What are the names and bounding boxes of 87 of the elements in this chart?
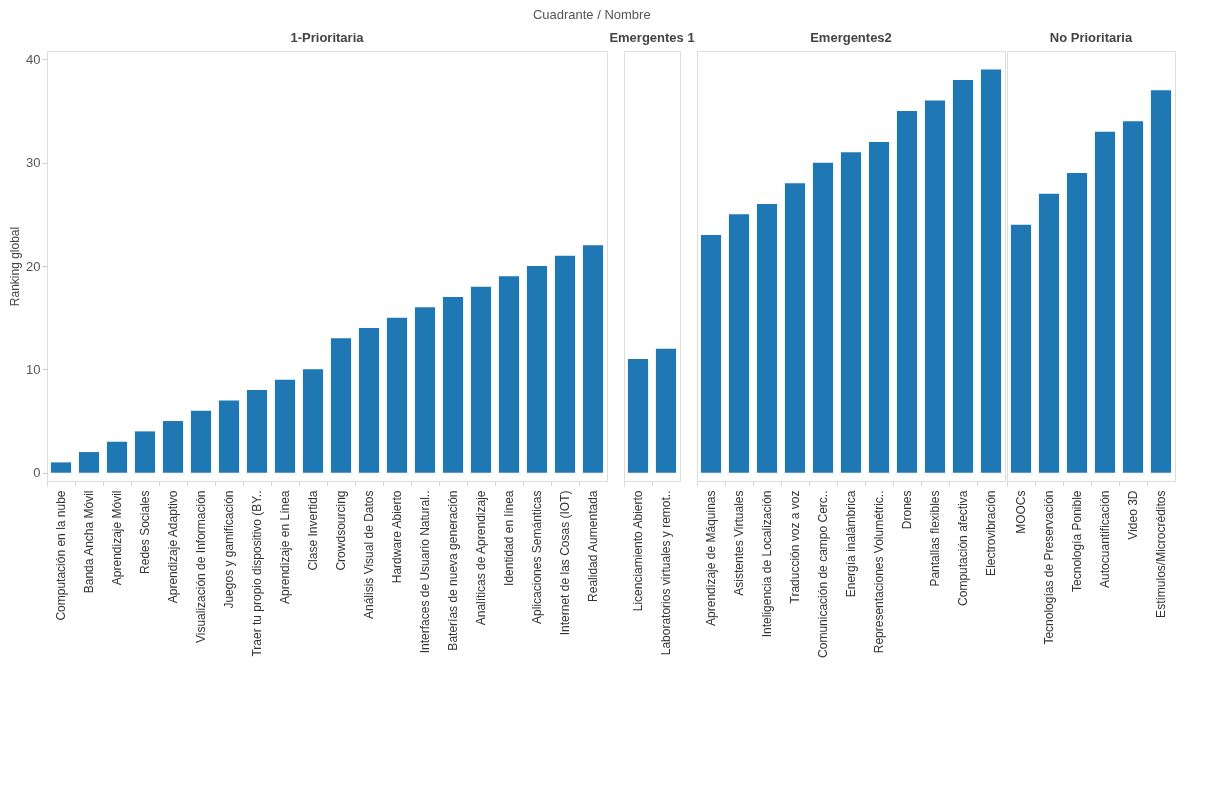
- bar: [498, 276, 520, 473]
- x-tick-label: Laboratorios virtuales y remot..: [659, 490, 673, 656]
- bar: [274, 379, 296, 473]
- bar: [1010, 224, 1032, 473]
- bar: [868, 141, 890, 473]
- bar: [1038, 193, 1060, 473]
- x-tick-label: Análisis Visual de Datos: [362, 490, 376, 620]
- x-tick-label: Drones: [900, 490, 914, 530]
- y-tick-label: 10: [26, 361, 41, 377]
- bar: [162, 421, 184, 473]
- x-tick-label: Energía inalámbrica: [844, 490, 858, 598]
- bar: [1094, 131, 1116, 473]
- bar: [246, 390, 268, 473]
- bar: [980, 69, 1002, 473]
- x-tick-label: Clase Invertida: [306, 490, 320, 571]
- bar: [700, 234, 722, 473]
- chart-title: Emergentes 1: [609, 30, 695, 45]
- x-tick-label: Autocuantificación: [1098, 490, 1112, 588]
- x-tick-label: Internet de las Cosas (IOT): [558, 490, 572, 636]
- x-tick-label: Traducción voz a voz: [788, 490, 802, 604]
- x-tick-label: Banda Ancha Móvil: [82, 490, 96, 594]
- x-tick-label: Aprendizaje de Máquinas: [704, 490, 718, 626]
- x-tick-label: Hardware Abierto: [390, 490, 404, 584]
- x-tick-label: Electrovibración: [984, 490, 998, 576]
- bar: [924, 100, 946, 473]
- bar: [784, 183, 806, 473]
- y-tick-label: 20: [26, 258, 41, 274]
- bar: [1150, 90, 1172, 473]
- x-tick-label: Pantallas flexibles: [928, 490, 942, 587]
- x-tick-label: Tecnología Ponible: [1070, 490, 1084, 592]
- x-tick-label: Licenciamiento Abierto: [631, 490, 645, 612]
- x-tick-label: Identidad en línea: [502, 490, 516, 586]
- bar: [896, 110, 918, 473]
- chart-title: No Prioritaria: [1049, 30, 1133, 45]
- x-tick-label: Estímulos/Microcréditos: [1154, 490, 1168, 618]
- x-tick-label: Aprendizaje en Línea: [278, 490, 292, 604]
- x-tick-label: Interfaces de Usuario Natural..: [418, 490, 432, 654]
- x-tick-label: Asistentes Virtuales: [732, 490, 746, 596]
- x-tick-label: Baterías de nueva generación: [446, 490, 460, 651]
- bar: [812, 162, 834, 473]
- y-tick-label: 0: [33, 465, 41, 481]
- x-tick-label: MOOCs: [1014, 490, 1028, 534]
- bar: [302, 369, 324, 473]
- x-tick-label: Redes Sociales: [138, 490, 152, 574]
- x-tick-label: Computación afectiva: [956, 490, 970, 606]
- bar: [1122, 121, 1144, 473]
- bar: [582, 245, 604, 473]
- bar: [50, 462, 72, 473]
- bar: [106, 441, 128, 473]
- bar: [330, 338, 352, 473]
- x-tick-label: Analíticas de Aprendizaje: [474, 490, 488, 626]
- bar: [386, 317, 408, 473]
- x-tick-label: Comunicación de campo Cerc..: [816, 490, 830, 658]
- chart-title: Emergentes2: [810, 30, 892, 45]
- bar: [1066, 172, 1088, 473]
- y-tick-label: 30: [26, 155, 41, 171]
- bar: [218, 400, 240, 473]
- x-tick-label: Visualización de Información: [194, 490, 208, 644]
- y-tick-label: 40: [26, 51, 41, 67]
- y-axis-title: Ranking global: [8, 226, 23, 307]
- bar: [134, 431, 156, 473]
- bar: [358, 328, 380, 473]
- bar: [756, 203, 778, 473]
- x-tick-label: Realidad Aumentada: [586, 490, 600, 602]
- bar: [554, 255, 576, 473]
- bar: [728, 214, 750, 473]
- bar: [414, 307, 436, 473]
- x-tick-label: Juegos y gamificación: [222, 490, 236, 609]
- x-tick-label: Inteligencia de Localización: [760, 490, 774, 638]
- bar: [952, 79, 974, 473]
- x-tick-label: Aprendizaje Móvil: [110, 490, 124, 586]
- x-tick-label: Video 3D: [1126, 490, 1140, 540]
- chart-title: 1-Prioritaria: [290, 30, 365, 45]
- x-tick-label: Aplicaciones Semánticas: [530, 490, 544, 624]
- x-tick-label: Tecnologías de Preservación: [1042, 490, 1056, 645]
- bar: [526, 266, 548, 473]
- x-tick-label: Traer tu propio dispositivo (BY..: [250, 490, 264, 657]
- text: Cuadrante / Nombre: [532, 6, 651, 22]
- x-tick-label: Representaciones Volumétric..: [872, 490, 886, 654]
- x-tick-label: Computación en la nube: [54, 490, 68, 621]
- bar: [470, 286, 492, 473]
- x-tick-label: Aprendizaje Adaptivo: [166, 490, 180, 604]
- x-tick-label: Crowdsourcing: [334, 490, 348, 571]
- bar: [78, 452, 100, 473]
- bar: [190, 410, 212, 473]
- bar: [442, 297, 464, 473]
- bar: [840, 152, 862, 473]
